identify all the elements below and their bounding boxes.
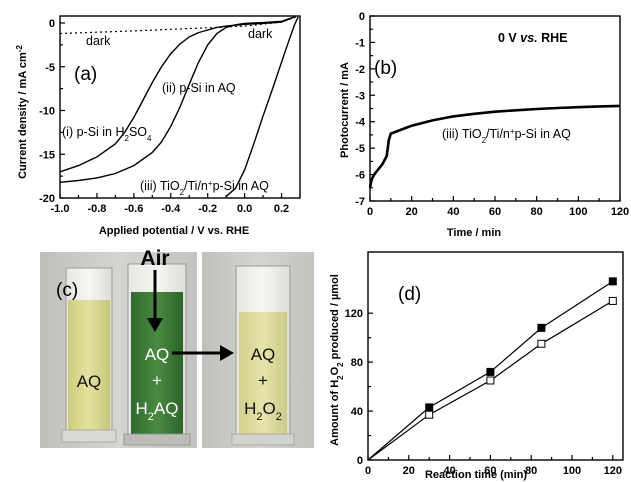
panel-d-xtick-label: 80 — [525, 465, 537, 477]
cuvette-3-label-2: + — [258, 371, 268, 390]
panel-b-ytick-label: -1 — [355, 37, 365, 49]
panel-b-xtick-label: 60 — [489, 206, 501, 218]
air-arrow-head — [147, 318, 163, 332]
panel-d-point-filled — [537, 323, 546, 332]
panel-a-label-i: (i) p-Si in H2SO4 — [62, 125, 152, 143]
panel-b-xlabel: Time / min — [447, 227, 501, 239]
panel-a-xtick-label: -0.8 — [87, 203, 106, 215]
panel-b-xtick-label: 100 — [569, 206, 587, 218]
panel-d-xtick-label: 120 — [604, 465, 622, 477]
panel-d-ytick-label: 40 — [351, 406, 363, 418]
panel-a-plot-frame — [59, 15, 301, 199]
panel-d-point-open — [537, 339, 546, 348]
cuvette-3-label-1: AQ — [251, 345, 276, 364]
panel-a-xtick-label: -0.2 — [198, 203, 217, 215]
panel-b-series-label: (iii) TiO2/Ti/n+p-Si in AQ — [442, 127, 571, 145]
panel-d-ylabel: Amount of H2O2 produced / µmol — [329, 274, 345, 446]
panel-a-dark-label-2: dark — [248, 27, 273, 41]
panel-b-condition: 0 V vs. RHE — [498, 31, 568, 45]
panel-a-ytick-label: -20 — [39, 193, 55, 205]
panel-d-xlabel: Reaction time (min) — [425, 469, 527, 481]
panel-a-ylabel: Current density / mA cm-2 — [15, 45, 30, 179]
panel-a-label: (a) — [74, 64, 97, 85]
panel-b-xtick-label: 120 — [611, 206, 629, 218]
panel-b-ytick-label: -2 — [355, 64, 365, 76]
panel-a-curve-ii — [59, 16, 295, 183]
panel-b-ytick-label: -5 — [355, 143, 365, 155]
panel-d-point-open — [425, 410, 434, 419]
panel-d-point-open — [608, 296, 617, 305]
cuvette-2-label-1: AQ — [145, 345, 170, 364]
panel-b-xtick-label: 0 — [367, 206, 373, 218]
panel-a-xlabel: Applied potential / V vs. RHE — [99, 225, 249, 237]
panel-a-xtick-label: -0.6 — [124, 203, 143, 215]
panel-a-dark-label-1: dark — [86, 34, 111, 48]
panel-c-label: (c) — [56, 280, 78, 301]
panel-d-chart: Amount of H2O2 produced / µmol Reaction … — [329, 251, 624, 481]
air-label: Air — [140, 247, 169, 270]
panel-b-xtick-label: 80 — [531, 206, 543, 218]
panel-b-ytick-label: -4 — [355, 117, 366, 129]
panel-a-curve-i — [59, 16, 295, 173]
panel-a-xtick-label: -0.4 — [161, 203, 181, 215]
panel-b-ytick-label: -7 — [355, 196, 365, 208]
cuvette-1-label: AQ — [77, 372, 102, 391]
panel-b-plot-frame — [369, 15, 621, 202]
cuvette-3 — [231, 265, 295, 446]
panel-a-label-ii: (ii) p-Si in AQ — [162, 81, 236, 95]
panel-d-xtick-label: 100 — [563, 465, 581, 477]
panel-b-ytick-label: -3 — [355, 90, 365, 102]
cuvette-2-label-2: + — [152, 371, 162, 390]
panel-d-xtick-label: 40 — [443, 465, 455, 477]
panel-a-ytick-label: -10 — [39, 106, 55, 118]
panel-d-label: (d) — [398, 284, 421, 305]
panel-d-plot-frame — [367, 251, 624, 461]
panel-a-label-iii: (iii) TiO2/Ti/n+p-Si in AQ — [140, 179, 269, 197]
cuvette-2 — [123, 263, 191, 446]
panel-b-label: (b) — [374, 58, 397, 79]
panel-a-xtick-label: 0.0 — [237, 203, 252, 215]
panel-a-ytick-label: -5 — [45, 62, 55, 74]
panel-d-xtick-label: 60 — [484, 465, 496, 477]
panel-a-xtick-label: -1.0 — [51, 203, 70, 215]
panel-a-curve-iii — [225, 16, 299, 197]
panel-c-photo: (c) Air AQ AQ + H2AQ AQ + H2O2 — [40, 247, 314, 448]
panel-b-xtick-label: 40 — [447, 206, 459, 218]
panel-a-xtick-label: 0.2 — [274, 203, 289, 215]
panel-a-curve-dark — [59, 16, 297, 35]
panel-a-chart: Current density / mA cm-2 Applied potent… — [15, 15, 301, 237]
panel-d-point-filled — [425, 403, 434, 412]
panel-d-ytick-label: 0 — [357, 455, 363, 467]
panel-a-ytick-label: 0 — [49, 18, 55, 30]
panel-b-ylabel: Photocurrent / mA — [339, 62, 351, 158]
panel-d-ytick-label: 120 — [345, 308, 363, 320]
panel-d-point-filled — [486, 367, 495, 376]
transfer-arrow-head — [220, 345, 234, 361]
panel-d-xtick-label: 20 — [403, 465, 415, 477]
cuvette-1 — [61, 267, 117, 443]
panel-b-xtick-label: 20 — [406, 206, 418, 218]
panel-d-point-filled — [608, 277, 617, 286]
panel-b-chart: Photocurrent / mA Time / min (b) 0 V vs.… — [339, 11, 629, 239]
panel-d-xtick-label: 0 — [365, 465, 371, 477]
panel-d-point-open — [486, 376, 495, 385]
panel-d-ytick-label: 80 — [351, 357, 363, 369]
panel-b-ytick-label: 0 — [359, 11, 365, 23]
panel-b-photocurrent-trace — [368, 104, 621, 189]
panel-b-ytick-label: -6 — [355, 170, 365, 182]
panel-a-ytick-label: -15 — [39, 149, 55, 161]
